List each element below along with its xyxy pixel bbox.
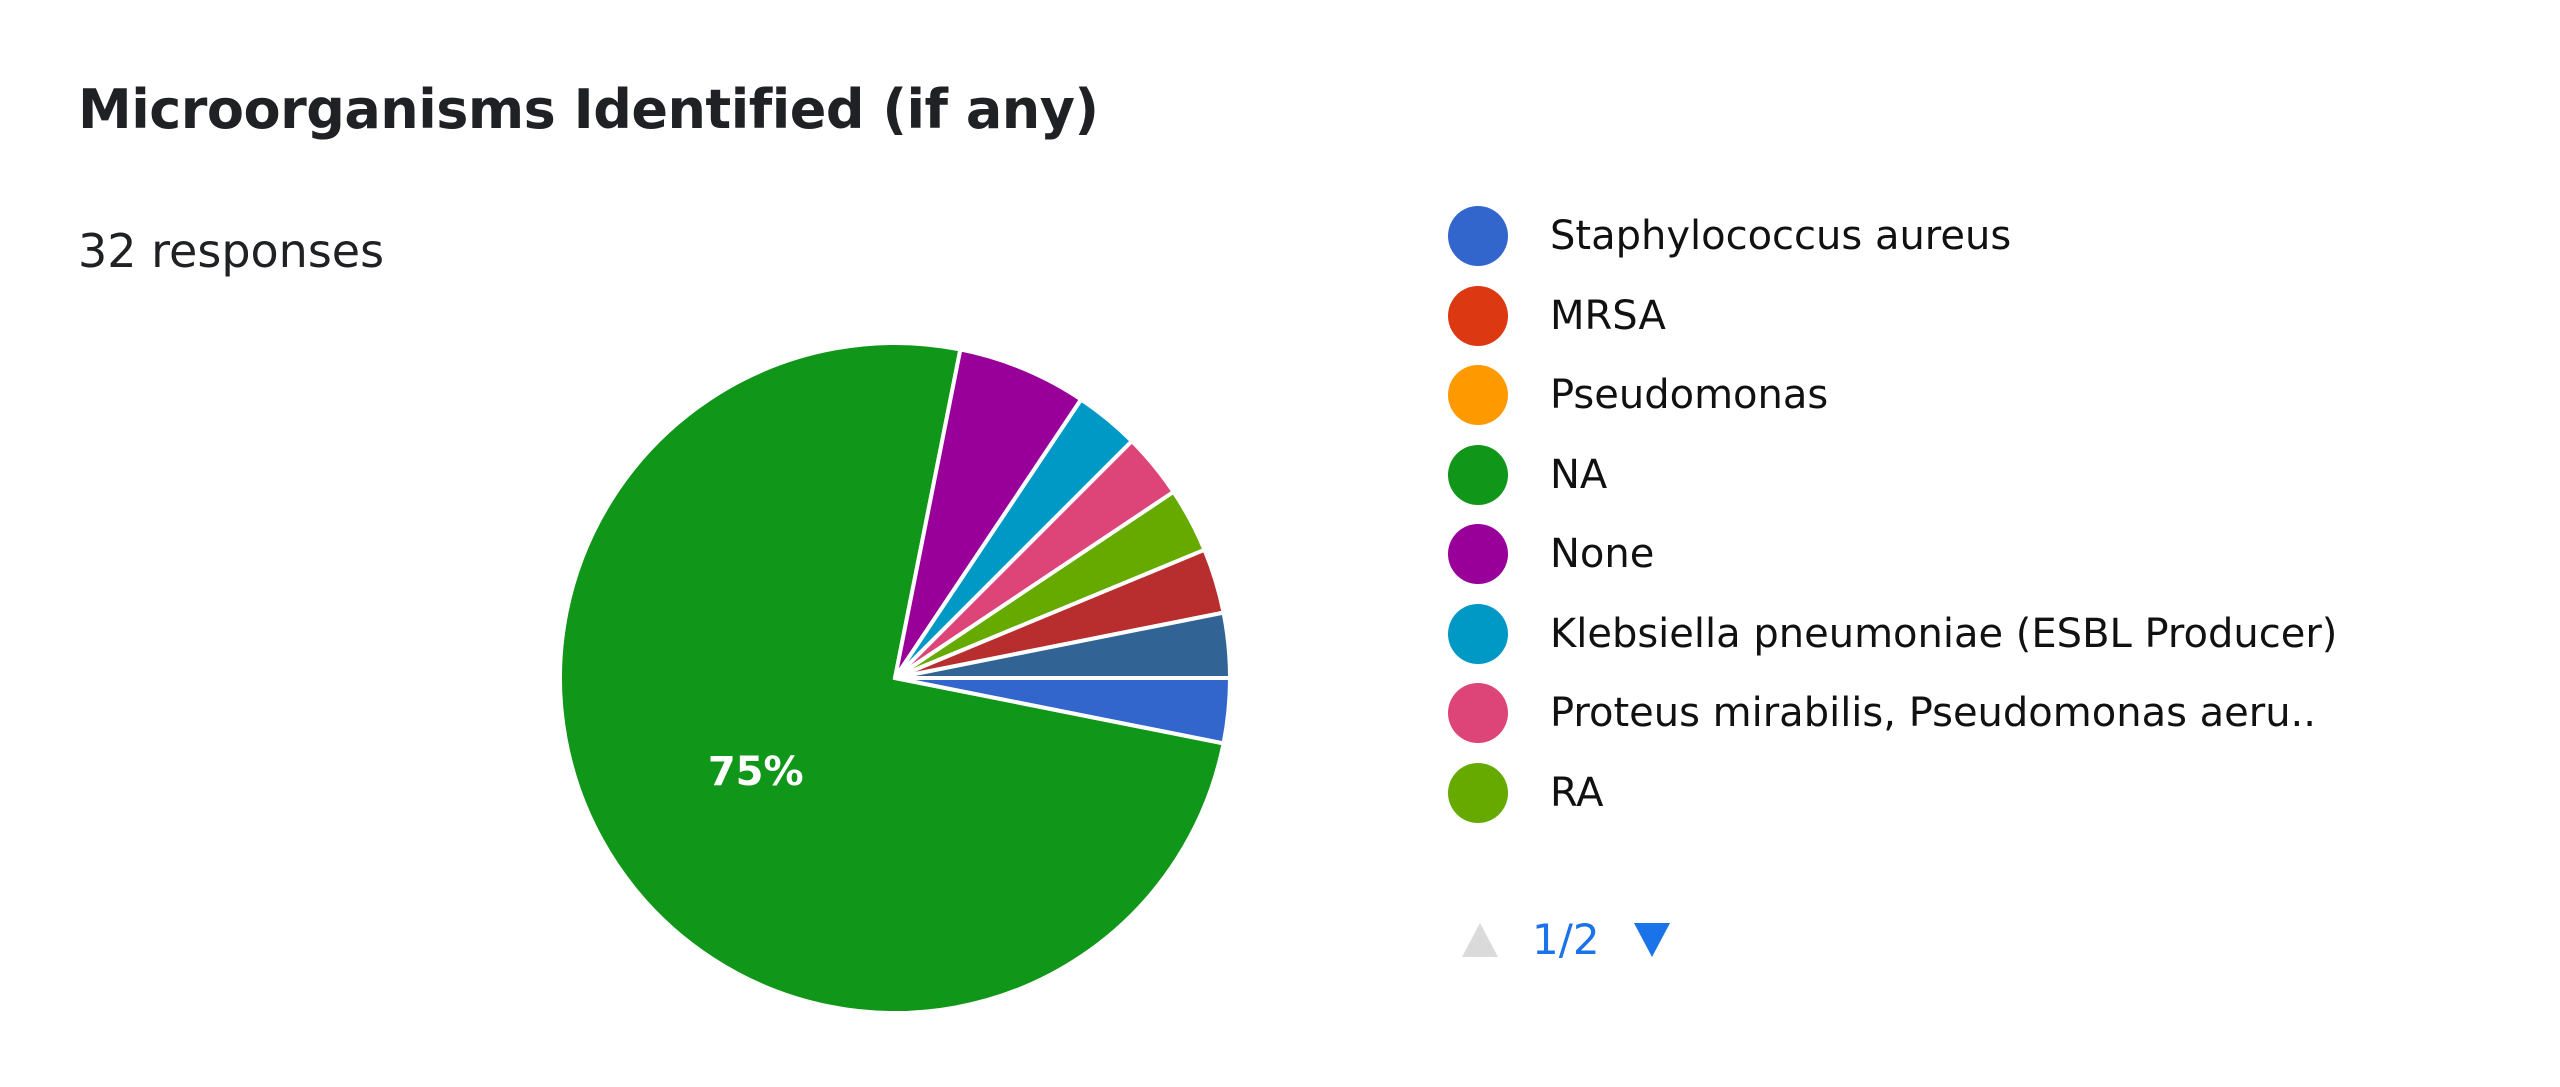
legend-item[interactable]: Klebsiella pneumoniae (ESBL Producer) [1448,594,2337,674]
legend-color-dot [1448,365,1508,425]
chart-title: Microorganisms Identified (if any) [78,78,1099,141]
legend-pager: 1/2 [1462,915,1670,964]
legend-item[interactable]: Pseudomonas [1448,355,1828,435]
legend-color-dot [1448,444,1508,505]
legend-color-dot [1448,285,1508,346]
legend-label: Pseudomonas [1550,372,1829,418]
response-count: 32 responses [78,224,385,278]
legend-item[interactable]: NA [1448,435,1607,515]
triangle-down-icon[interactable] [1633,922,1670,957]
legend-label: Staphylococcus aureus [1550,213,2012,259]
legend-label: RA [1550,769,1604,816]
legend-item[interactable]: Proteus mirabilis, Pseudomonas aeru.. [1448,673,2316,753]
legend-item[interactable]: MRSA [1448,276,1666,356]
pie-chart: 75% [557,341,1233,1015]
legend-color-dot [1448,524,1508,584]
pie-slice-none[interactable] [893,347,1084,680]
legend-color-dot [1448,206,1508,266]
legend-color-dot [1448,603,1508,664]
pie-slice-na[interactable] [557,341,1226,1015]
slice-data-label: 75% [708,749,804,795]
legend-label: MRSA [1550,292,1666,339]
triangle-up-icon[interactable] [1462,922,1498,957]
legend-label: None [1550,531,1655,577]
pie-slice-staphylococcus-aureus[interactable] [894,676,1233,746]
legend-item[interactable]: RA [1448,753,1604,833]
legend-label: Klebsiella pneumoniae (ESBL Producer) [1550,610,2338,657]
page-indicator: 1/2 [1532,915,1600,964]
legend-label: Proteus mirabilis, Pseudomonas aeru.. [1550,690,2316,736]
legend-item[interactable]: Staphylococcus aureus [1448,196,2011,276]
legend-item[interactable]: None [1448,514,1654,594]
legend-color-dot [1448,762,1508,823]
legend-label: NA [1550,451,1608,498]
legend-color-dot [1448,683,1508,743]
